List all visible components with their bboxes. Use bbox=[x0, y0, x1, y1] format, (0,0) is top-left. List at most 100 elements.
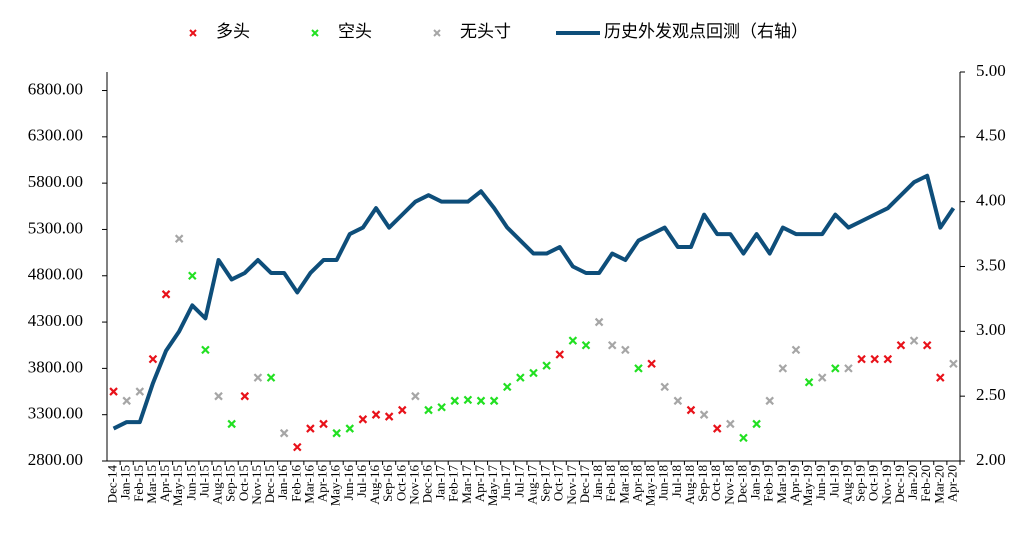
point bbox=[463, 395, 473, 405]
point bbox=[253, 373, 263, 382]
y2-tick-label: 3.00 bbox=[976, 320, 1006, 339]
point bbox=[909, 336, 919, 345]
line bbox=[112, 173, 956, 431]
y-tick-label: 4800.00 bbox=[28, 265, 83, 284]
y2-tick-label: 4.50 bbox=[976, 126, 1006, 145]
y-tick-label: 4300.00 bbox=[28, 311, 83, 330]
x-tick-label: Aug-19 bbox=[839, 465, 854, 505]
x-tick-label: Apr-20 bbox=[944, 465, 959, 502]
point bbox=[529, 368, 538, 378]
point bbox=[135, 387, 145, 396]
point bbox=[148, 354, 158, 364]
point bbox=[109, 387, 118, 396]
x-tick-label: Dec-15 bbox=[262, 465, 277, 503]
x-tick-label: Oct-17 bbox=[551, 465, 566, 502]
point bbox=[397, 405, 407, 415]
y-tick-label: 5300.00 bbox=[28, 218, 83, 237]
x-tick-label: Apr-15 bbox=[157, 465, 172, 502]
x-tick-label: Dec-19 bbox=[892, 465, 907, 503]
point bbox=[293, 442, 302, 452]
point bbox=[214, 391, 223, 401]
point bbox=[778, 364, 788, 373]
x-tick-label: Mar-18 bbox=[616, 465, 631, 504]
point bbox=[686, 405, 696, 415]
point bbox=[712, 424, 722, 433]
x-tick-label: Jul-18 bbox=[669, 465, 684, 498]
x-tick-label: Apr-16 bbox=[315, 465, 330, 503]
x-tick-label: Apr-18 bbox=[629, 465, 644, 502]
point bbox=[201, 345, 210, 355]
x-tick-label: Dec-16 bbox=[419, 465, 434, 504]
point bbox=[621, 345, 630, 355]
point bbox=[765, 396, 774, 406]
point bbox=[634, 364, 643, 373]
x-tick-label: Aug-15 bbox=[210, 465, 225, 505]
point bbox=[791, 345, 801, 355]
x-tick-label: Jan-19 bbox=[748, 465, 763, 500]
point bbox=[883, 354, 893, 364]
point bbox=[949, 359, 958, 369]
point bbox=[726, 419, 735, 429]
y-tick-label: 5800.00 bbox=[28, 172, 83, 191]
x-tick-label: Jan-17 bbox=[433, 465, 448, 500]
point bbox=[660, 382, 670, 392]
x-tick-label: May-15 bbox=[170, 465, 185, 506]
point bbox=[174, 234, 184, 243]
point bbox=[673, 396, 683, 406]
x-tick-label: Feb-19 bbox=[761, 465, 776, 502]
x-tick-label: May-16 bbox=[328, 465, 343, 507]
point bbox=[240, 391, 250, 401]
x-tick-label: Feb-16 bbox=[288, 465, 303, 502]
y2-tick-label: 2.50 bbox=[976, 385, 1006, 404]
x-tick-label: Mar-16 bbox=[301, 465, 316, 504]
x-tick-label: Jul-17 bbox=[511, 465, 526, 498]
x-tick-label: Sep-17 bbox=[538, 465, 553, 502]
y-tick-label: 6300.00 bbox=[28, 126, 83, 145]
x-tick-label: Oct-18 bbox=[708, 465, 723, 501]
point bbox=[476, 396, 486, 406]
x-tick-label: Jan-18 bbox=[590, 465, 605, 500]
x-tick-label: Nov-19 bbox=[879, 465, 894, 505]
x-tick-label: Sep-16 bbox=[380, 465, 395, 502]
point bbox=[384, 412, 394, 421]
legend-label: 无头寸 bbox=[460, 22, 511, 41]
point bbox=[857, 354, 866, 364]
point bbox=[555, 350, 565, 359]
point bbox=[607, 340, 617, 350]
x-tick-label: Dec-17 bbox=[577, 465, 592, 504]
point bbox=[542, 361, 551, 370]
x-tick-label: May-18 bbox=[643, 465, 658, 506]
legend-marker bbox=[433, 29, 441, 37]
x-tick-label: Nov-16 bbox=[406, 465, 421, 505]
x-tick-label: Jun-15 bbox=[183, 465, 198, 500]
legend-label: 历史外发观点回测（右轴） bbox=[604, 22, 808, 41]
x-tick-label: Aug-18 bbox=[682, 465, 697, 505]
legend-marker bbox=[311, 29, 319, 37]
point bbox=[870, 354, 879, 364]
point bbox=[936, 373, 945, 382]
x-tick-label: Sep-19 bbox=[853, 465, 868, 502]
point bbox=[279, 428, 289, 438]
point bbox=[306, 424, 315, 433]
y-tick-label: 3800.00 bbox=[28, 357, 83, 376]
x-tick-label: Apr-19 bbox=[787, 465, 802, 502]
legend-marker bbox=[189, 29, 197, 37]
point bbox=[489, 396, 499, 406]
x-tick-label: Dec-14 bbox=[105, 465, 120, 504]
y-tick-label: 3300.00 bbox=[28, 404, 83, 423]
x-tick-label: Feb-18 bbox=[603, 465, 618, 502]
x-tick-label: Jun-19 bbox=[813, 465, 828, 500]
y2-tick-label: 2.00 bbox=[976, 450, 1006, 469]
point bbox=[844, 364, 853, 373]
y-tick-label: 2800.00 bbox=[28, 450, 83, 469]
point bbox=[516, 373, 525, 382]
point bbox=[358, 415, 368, 424]
x-tick-label: Apr-17 bbox=[472, 465, 487, 503]
point bbox=[437, 403, 446, 412]
x-tick-label: May-17 bbox=[485, 465, 500, 507]
point bbox=[345, 424, 355, 433]
point bbox=[699, 410, 709, 419]
x-tick-label: Jun-18 bbox=[656, 465, 671, 500]
point bbox=[594, 317, 604, 327]
